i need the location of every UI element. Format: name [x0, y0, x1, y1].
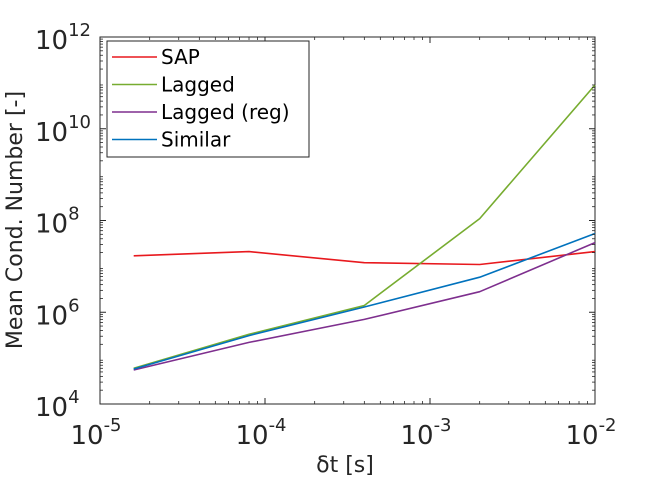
x-tick-label: 10-3	[400, 415, 451, 451]
legend-box	[106, 40, 310, 158]
series-line-similar	[133, 232, 596, 370]
series-line-sap	[133, 250, 596, 266]
y-tick-label: 1012	[35, 20, 91, 56]
series-layer	[133, 84, 596, 371]
legend-label: Similar	[161, 128, 231, 152]
series-line-lagged	[133, 84, 596, 370]
y-tick-label: 104	[35, 387, 80, 423]
x-tick-label: 10-2	[565, 415, 616, 451]
y-axis-label: Mean Cond. Number [-]	[3, 91, 28, 349]
y-tick-label: 108	[35, 204, 80, 240]
x-axis-label: δt [s]	[316, 453, 374, 478]
y-tick-label: 1010	[35, 112, 91, 148]
legend-label: Lagged	[161, 73, 235, 97]
x-tick-label: 10-5	[70, 415, 121, 451]
legend: SAP Lagged Lagged (reg) Similar	[106, 40, 310, 158]
x-tick-label: 10-4	[235, 415, 286, 451]
legend-label: SAP	[161, 45, 200, 69]
y-tick-label: 106	[35, 295, 80, 331]
series-line-lagged-reg	[133, 241, 596, 371]
ticks-layer: 10-5 10-4 10-3 10-2 104 106 108 1010 1012	[35, 20, 617, 451]
legend-label: Lagged (reg)	[161, 100, 290, 124]
